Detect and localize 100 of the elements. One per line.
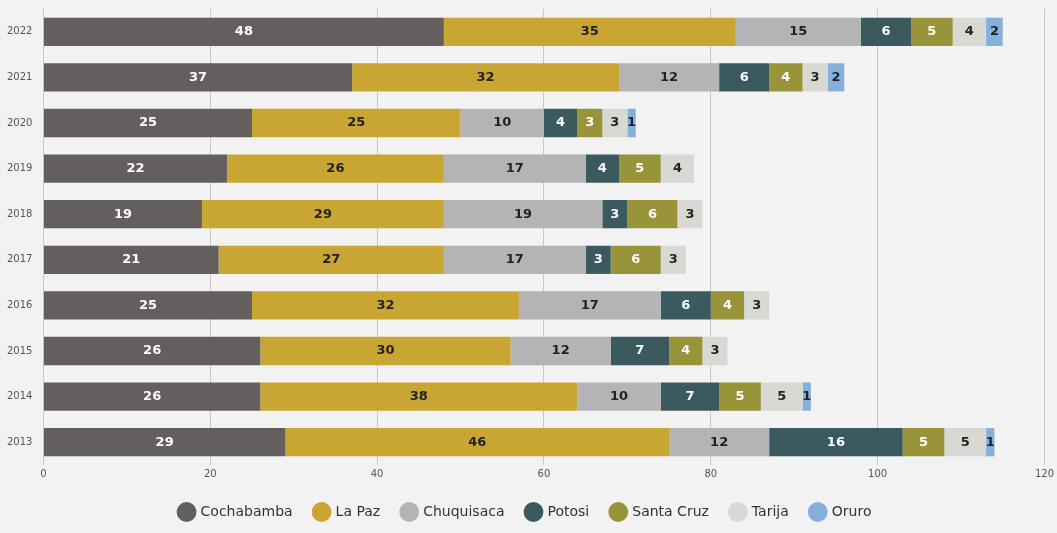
data-label: 4 <box>672 159 682 175</box>
data-label: 26 <box>143 342 162 358</box>
bar <box>610 245 661 274</box>
data-label: 3 <box>668 251 678 267</box>
data-label: 5 <box>927 23 937 39</box>
bar <box>585 154 620 183</box>
data-label: 5 <box>777 387 787 403</box>
data-label: 2 <box>831 68 841 84</box>
bar <box>43 382 261 411</box>
data-label: 26 <box>326 159 345 175</box>
data-label: 6 <box>681 296 691 312</box>
data-label: 5 <box>735 387 745 403</box>
bar <box>669 336 703 366</box>
data-label: 3 <box>752 296 762 312</box>
bar <box>952 17 987 46</box>
data-label: 29 <box>155 433 174 449</box>
bar <box>769 428 903 457</box>
bar <box>660 382 720 411</box>
bar <box>543 108 578 138</box>
bar <box>902 428 945 457</box>
data-label: 10 <box>493 114 512 130</box>
data-label: 32 <box>476 68 495 84</box>
bar <box>944 428 987 457</box>
data-label: 26 <box>143 387 162 403</box>
data-label: 17 <box>505 251 524 267</box>
bar <box>43 245 219 274</box>
bar <box>43 428 286 457</box>
bar <box>443 200 603 229</box>
data-label: 17 <box>505 159 524 175</box>
bar <box>443 245 586 274</box>
bar <box>43 336 261 366</box>
bar <box>602 108 628 138</box>
bar <box>43 63 353 92</box>
bar <box>986 17 1003 46</box>
data-label: 3 <box>685 205 695 221</box>
bar <box>43 108 252 138</box>
data-label: 37 <box>188 68 208 84</box>
y-tick-label: 2020 <box>7 116 33 128</box>
bar <box>769 63 803 92</box>
bar <box>260 382 578 411</box>
data-label: 12 <box>551 342 570 358</box>
y-tick-label: 2022 <box>7 25 33 37</box>
bar <box>251 291 519 320</box>
data-label: 6 <box>739 68 749 84</box>
data-label: 6 <box>631 251 641 267</box>
bar <box>860 17 911 46</box>
x-tick-label: 0 <box>40 467 47 479</box>
data-label: 38 <box>409 387 428 403</box>
bar <box>443 154 586 183</box>
data-label: 17 <box>580 296 599 312</box>
bar <box>602 200 628 229</box>
data-label: 3 <box>610 114 620 130</box>
data-label: 19 <box>514 205 533 221</box>
legend-label: Potosi <box>547 502 590 519</box>
data-label: 25 <box>347 114 366 130</box>
data-label: 4 <box>722 296 732 312</box>
bar <box>910 17 953 46</box>
data-label: 3 <box>710 342 720 358</box>
data-label: 27 <box>322 251 341 267</box>
y-tick-label: 2017 <box>7 253 33 265</box>
bar <box>660 154 695 183</box>
data-label: 4 <box>597 159 607 175</box>
data-label: 5 <box>918 433 929 449</box>
data-label: 21 <box>122 251 141 267</box>
data-label: 30 <box>376 342 395 358</box>
data-label: 1 <box>627 114 637 130</box>
bar <box>443 17 736 46</box>
bar <box>460 108 544 138</box>
data-label: 6 <box>881 23 891 39</box>
y-tick-label: 2014 <box>7 390 33 402</box>
data-label: 10 <box>609 387 629 403</box>
bar <box>669 428 770 457</box>
legend-label: Chuquisaca <box>423 502 505 519</box>
bar <box>43 17 444 46</box>
data-label: 4 <box>556 114 566 130</box>
data-label: 25 <box>138 114 158 130</box>
bar <box>627 200 678 229</box>
x-tick-label: 20 <box>203 467 217 479</box>
data-label: 3 <box>593 251 603 267</box>
data-label: 4 <box>781 68 791 84</box>
bar <box>577 382 661 411</box>
bar <box>577 108 603 138</box>
bar <box>518 291 661 320</box>
data-label: 46 <box>468 433 487 449</box>
data-label: 3 <box>585 114 595 130</box>
x-tick-label: 60 <box>537 467 551 479</box>
bar <box>619 63 720 92</box>
bar <box>719 382 761 411</box>
bar <box>218 245 444 274</box>
legend-label: Cochabamba <box>200 502 293 519</box>
y-tick-label: 2016 <box>7 298 33 310</box>
bar <box>619 154 661 183</box>
x-tick-label: 80 <box>704 467 718 479</box>
data-label: 16 <box>826 433 845 449</box>
legend-label: La Paz <box>335 502 381 519</box>
data-label: 3 <box>610 205 620 221</box>
x-tick-label: 100 <box>868 467 888 479</box>
data-label: 4 <box>681 342 691 358</box>
bar <box>802 63 828 92</box>
data-label: 2 <box>989 23 999 39</box>
